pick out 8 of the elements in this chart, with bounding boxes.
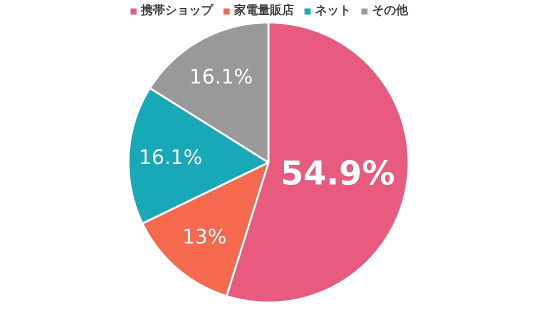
legend-label: ネット: [315, 2, 351, 19]
data-label: 54.9%: [280, 154, 395, 193]
data-label: 13%: [182, 224, 227, 249]
legend-label: 携帯ショップ: [141, 2, 213, 19]
legend-label: その他: [372, 2, 408, 19]
legend-label: 家電量販店: [234, 2, 294, 19]
data-label: 16.1%: [189, 64, 253, 89]
data-label: 16.1%: [138, 145, 202, 170]
